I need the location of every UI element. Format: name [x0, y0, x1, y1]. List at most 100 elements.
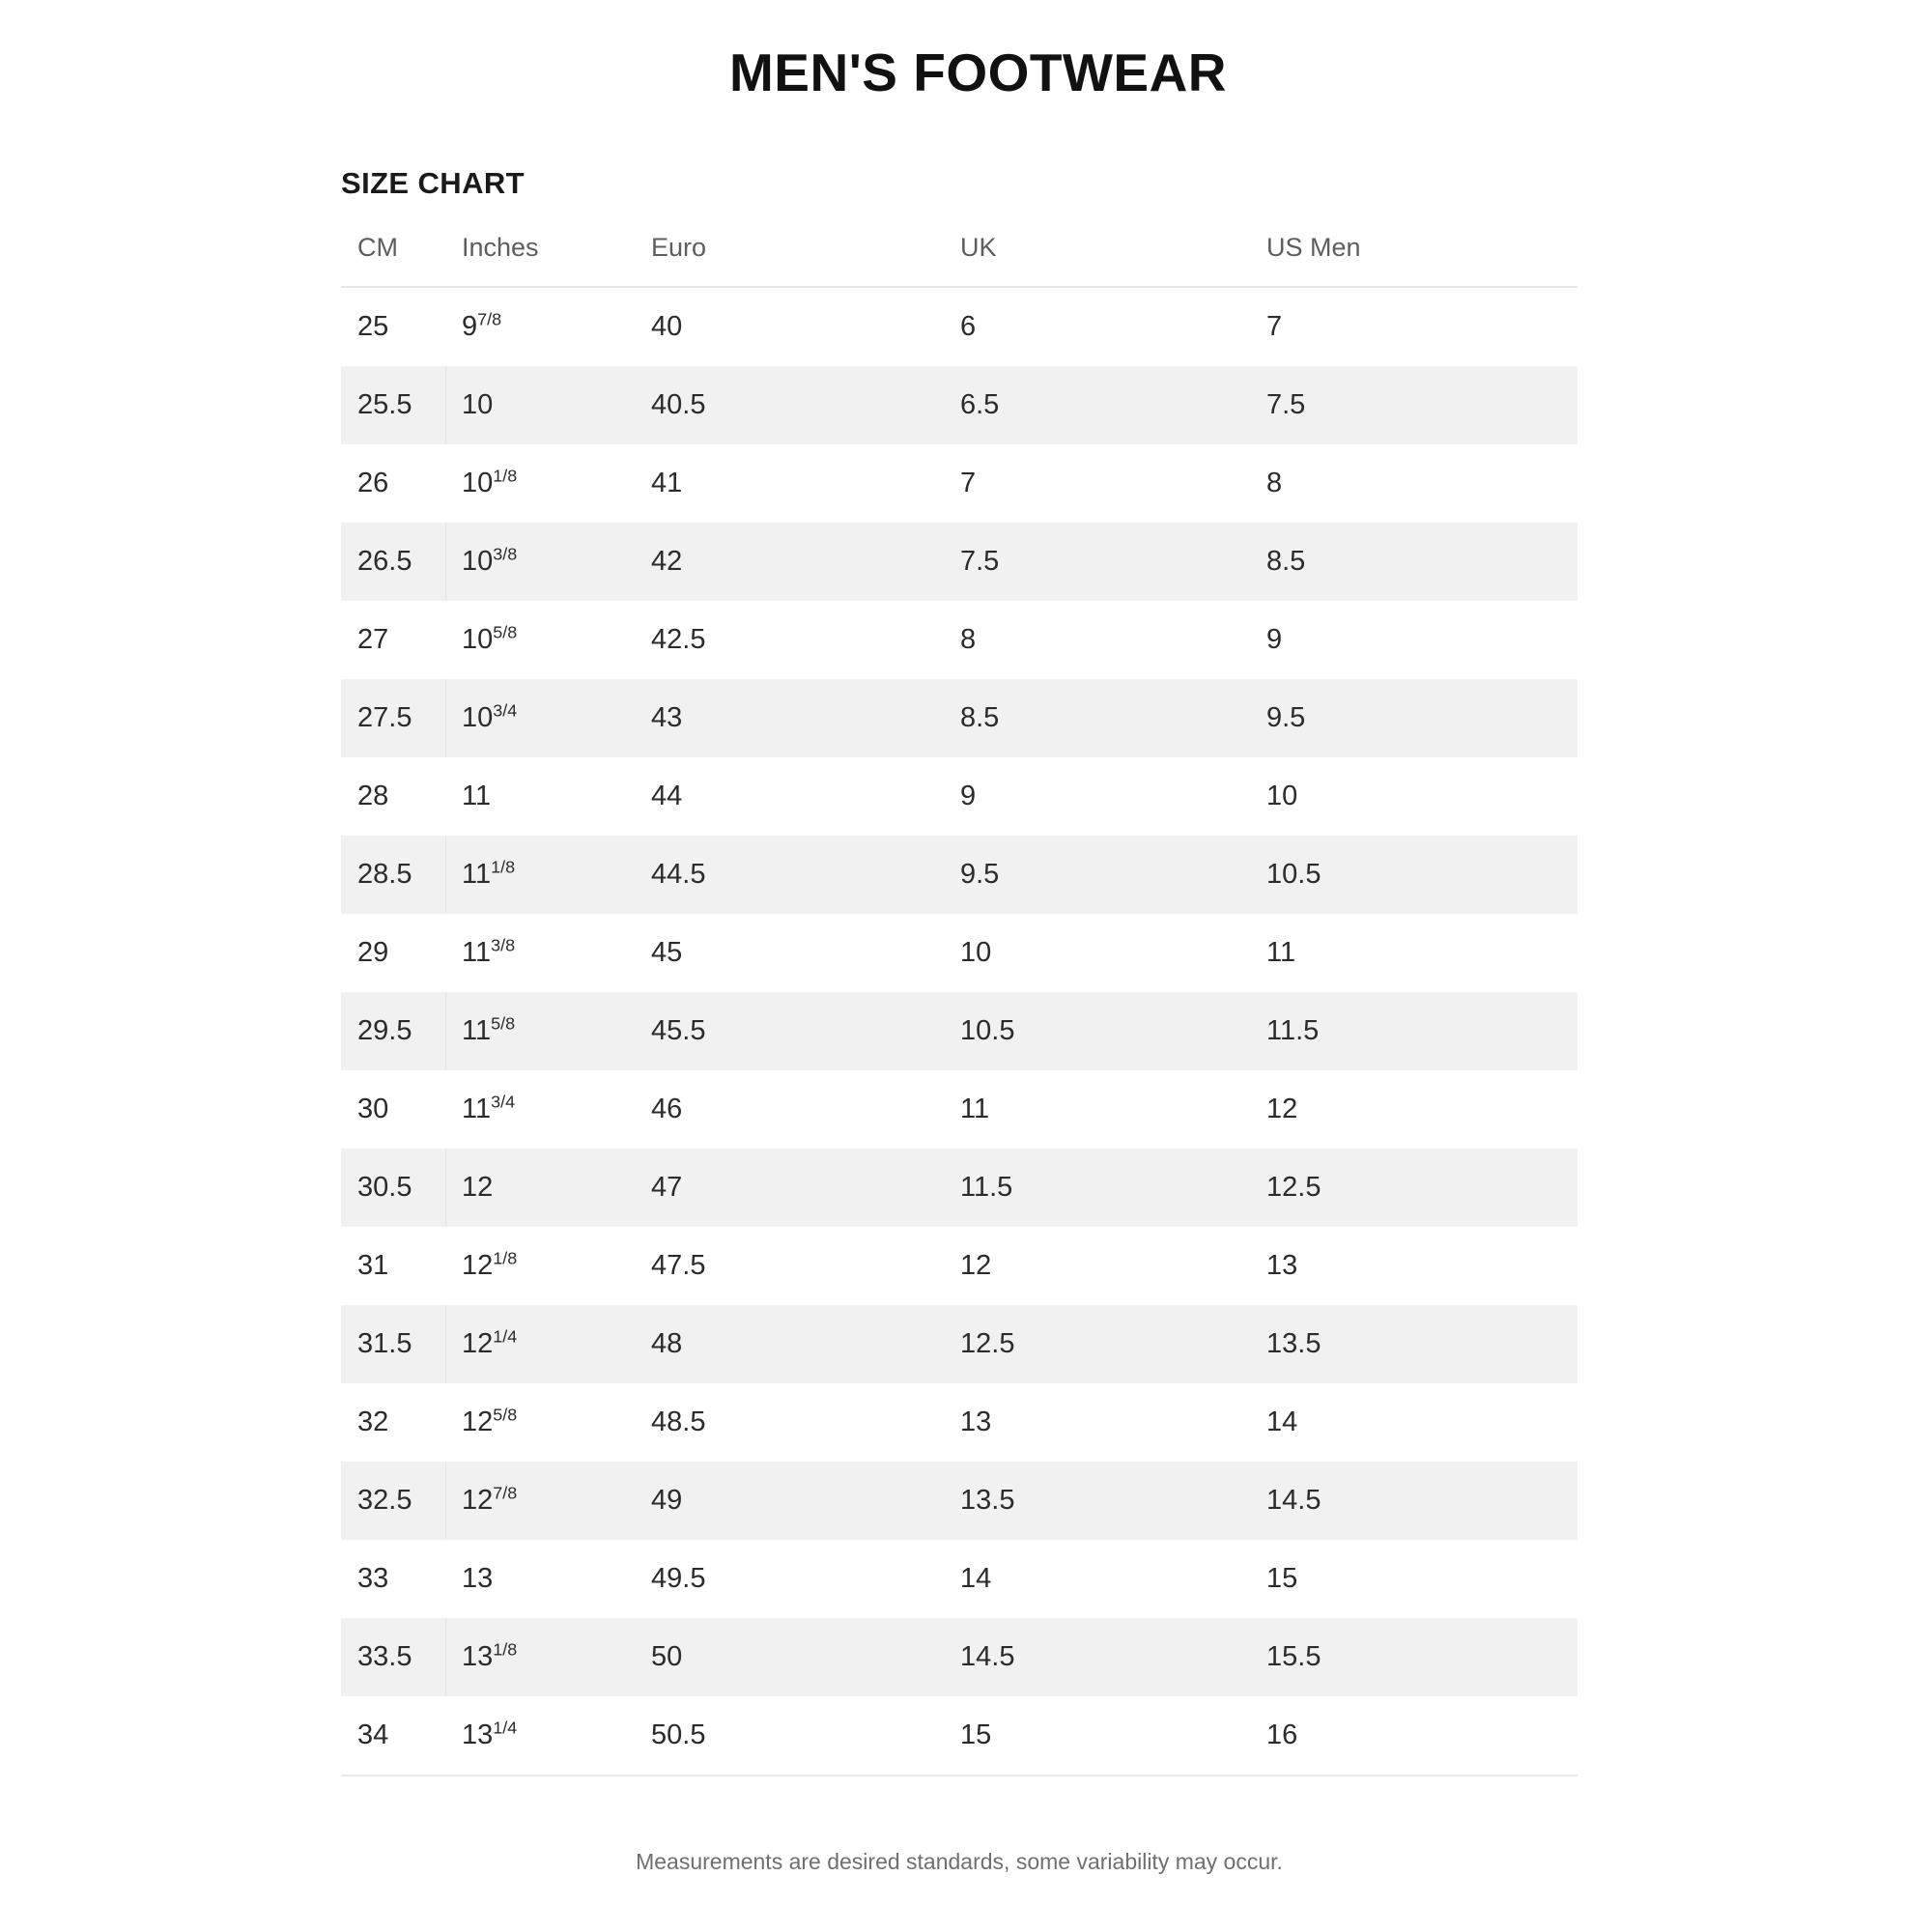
table-row: 31.5 121/4 48 12.5 13.5 — [341, 1305, 1577, 1383]
cell-uk: 8 — [960, 624, 977, 655]
cell-cm: 28.5 — [341, 836, 445, 914]
cell-inches: 111/8 — [445, 836, 635, 914]
cell-inches: 97/8 — [445, 287, 635, 366]
cell-cm: 29 — [357, 937, 389, 968]
table-body: 25 97/8 40 6 7 25.5 10 40.5 6.5 7.5 26 101/8 41 7 8 26.… — [341, 287, 1577, 1776]
inches-fraction: 7/8 — [477, 309, 502, 329]
cell-uk: 6.5 — [944, 366, 1250, 444]
table-row: 25.5 10 40.5 6.5 7.5 — [341, 366, 1577, 444]
cell-cm: 33.5 — [341, 1618, 445, 1696]
inches-whole: 10 — [462, 702, 494, 733]
cell-inches: 113/4 — [445, 1070, 635, 1149]
cell-us-men: 8 — [1266, 468, 1283, 498]
inches-whole: 12 — [462, 1328, 494, 1359]
inches-fraction: 1/8 — [493, 466, 518, 486]
cell-euro: 45.5 — [635, 992, 944, 1070]
column-header-euro: Euro — [635, 235, 944, 288]
table-row: 32 125/8 48.5 13 14 — [341, 1383, 1577, 1462]
size-chart-table: CM Inches Euro UK US Men 25 97/8 40 6 7 25.5 1… — [341, 235, 1577, 1776]
cell-cm: 28 — [357, 781, 389, 811]
inches-fraction: 1/8 — [491, 857, 516, 877]
table-row: 30 113/4 46 11 12 — [341, 1070, 1577, 1149]
cell-euro: 44 — [651, 781, 683, 811]
cell-us-men: 15 — [1266, 1563, 1298, 1594]
cell-euro: 50.5 — [635, 1696, 944, 1776]
cell-euro: 49 — [635, 1462, 944, 1540]
cell-us-men: 11.5 — [1250, 992, 1577, 1070]
cell-inches: 10 — [445, 366, 635, 444]
cell-us-men: 14 — [1266, 1406, 1298, 1437]
column-header-us-men: US Men — [1250, 235, 1577, 288]
cell-us-men: 7 — [1266, 311, 1283, 342]
cell-uk: 7 — [960, 468, 977, 498]
cell-us-men: 16 — [1250, 1696, 1577, 1776]
cell-us-men: 11 — [1266, 937, 1296, 968]
cell-us-men: 10.5 — [1250, 836, 1577, 914]
cell-us-men: 12.5 — [1250, 1149, 1577, 1227]
cell-uk: 14 — [960, 1563, 992, 1594]
cell-euro: 41 — [651, 468, 683, 498]
column-header-inches: Inches — [445, 235, 635, 288]
table-row: 25 97/8 40 6 7 — [341, 287, 1577, 366]
inches-fraction: 3/8 — [491, 935, 516, 955]
cell-uk: 6 — [960, 311, 977, 342]
cell-euro: 43 — [635, 679, 944, 757]
cell-euro: 46 — [651, 1094, 683, 1124]
cell-us-men: 9.5 — [1250, 679, 1577, 757]
cell-inches: 12 — [445, 1149, 635, 1227]
cell-uk: 13.5 — [944, 1462, 1250, 1540]
cell-uk: 11.5 — [944, 1149, 1250, 1227]
cell-us-men: 8.5 — [1250, 523, 1577, 601]
footnote: Measurements are desired standards, some… — [636, 1849, 1283, 1874]
cell-euro: 47 — [635, 1149, 944, 1227]
inches-whole: 13 — [462, 1563, 494, 1594]
cell-cm: 32 — [357, 1406, 389, 1437]
inches-fraction: 1/4 — [493, 1326, 518, 1347]
inches-fraction: 5/8 — [493, 1405, 518, 1425]
cell-cm: 25 — [357, 311, 389, 342]
inches-whole: 10 — [462, 389, 494, 420]
inches-whole: 10 — [462, 624, 494, 655]
inches-whole: 10 — [462, 546, 494, 577]
cell-us-men: 13 — [1266, 1250, 1298, 1281]
cell-euro: 44.5 — [635, 836, 944, 914]
cell-inches: 103/4 — [445, 679, 635, 757]
table-row: 32.5 127/8 49 13.5 14.5 — [341, 1462, 1577, 1540]
table-row: 27 105/8 42.5 8 9 — [341, 601, 1577, 679]
cell-cm: 26.5 — [341, 523, 445, 601]
inches-fraction: 5/8 — [491, 1013, 516, 1034]
table-row: 31 121/8 47.5 12 13 — [341, 1227, 1577, 1305]
cell-uk: 8.5 — [944, 679, 1250, 757]
cell-euro: 45 — [651, 937, 683, 968]
table-header-row: CM Inches Euro UK US Men — [341, 235, 1577, 288]
cell-cm: 34 — [341, 1696, 445, 1776]
cell-us-men: 9 — [1266, 624, 1283, 655]
inches-whole: 11 — [462, 1094, 492, 1124]
cell-inches: 13 — [445, 1540, 635, 1618]
cell-us-men: 15.5 — [1250, 1618, 1577, 1696]
column-header-cm: CM — [341, 235, 445, 288]
section-heading: SIZE CHART — [341, 166, 525, 200]
table-row: 28 11 44 9 10 — [341, 757, 1577, 836]
cell-uk: 11 — [960, 1094, 990, 1124]
table-row: 34 131/4 50.5 15 16 — [341, 1696, 1577, 1776]
table-row: 30.5 12 47 11.5 12.5 — [341, 1149, 1577, 1227]
inches-fraction: 3/4 — [491, 1092, 516, 1112]
cell-cm: 27 — [357, 624, 389, 655]
cell-uk: 13 — [960, 1406, 992, 1437]
table-row: 33.5 131/8 50 14.5 15.5 — [341, 1618, 1577, 1696]
inches-whole: 10 — [462, 468, 494, 498]
cell-uk: 12 — [960, 1250, 992, 1281]
cell-cm: 30.5 — [341, 1149, 445, 1227]
inches-whole: 12 — [462, 1406, 494, 1437]
table-row: 29 113/8 45 10 11 — [341, 914, 1577, 992]
inches-whole: 11 — [462, 1015, 492, 1046]
cell-uk: 12.5 — [944, 1305, 1250, 1383]
table-row: 29.5 115/8 45.5 10.5 11.5 — [341, 992, 1577, 1070]
cell-inches: 131/4 — [445, 1696, 635, 1776]
cell-us-men: 14.5 — [1250, 1462, 1577, 1540]
cell-inches: 125/8 — [445, 1383, 635, 1462]
cell-euro: 50 — [635, 1618, 944, 1696]
table-row: 28.5 111/8 44.5 9.5 10.5 — [341, 836, 1577, 914]
